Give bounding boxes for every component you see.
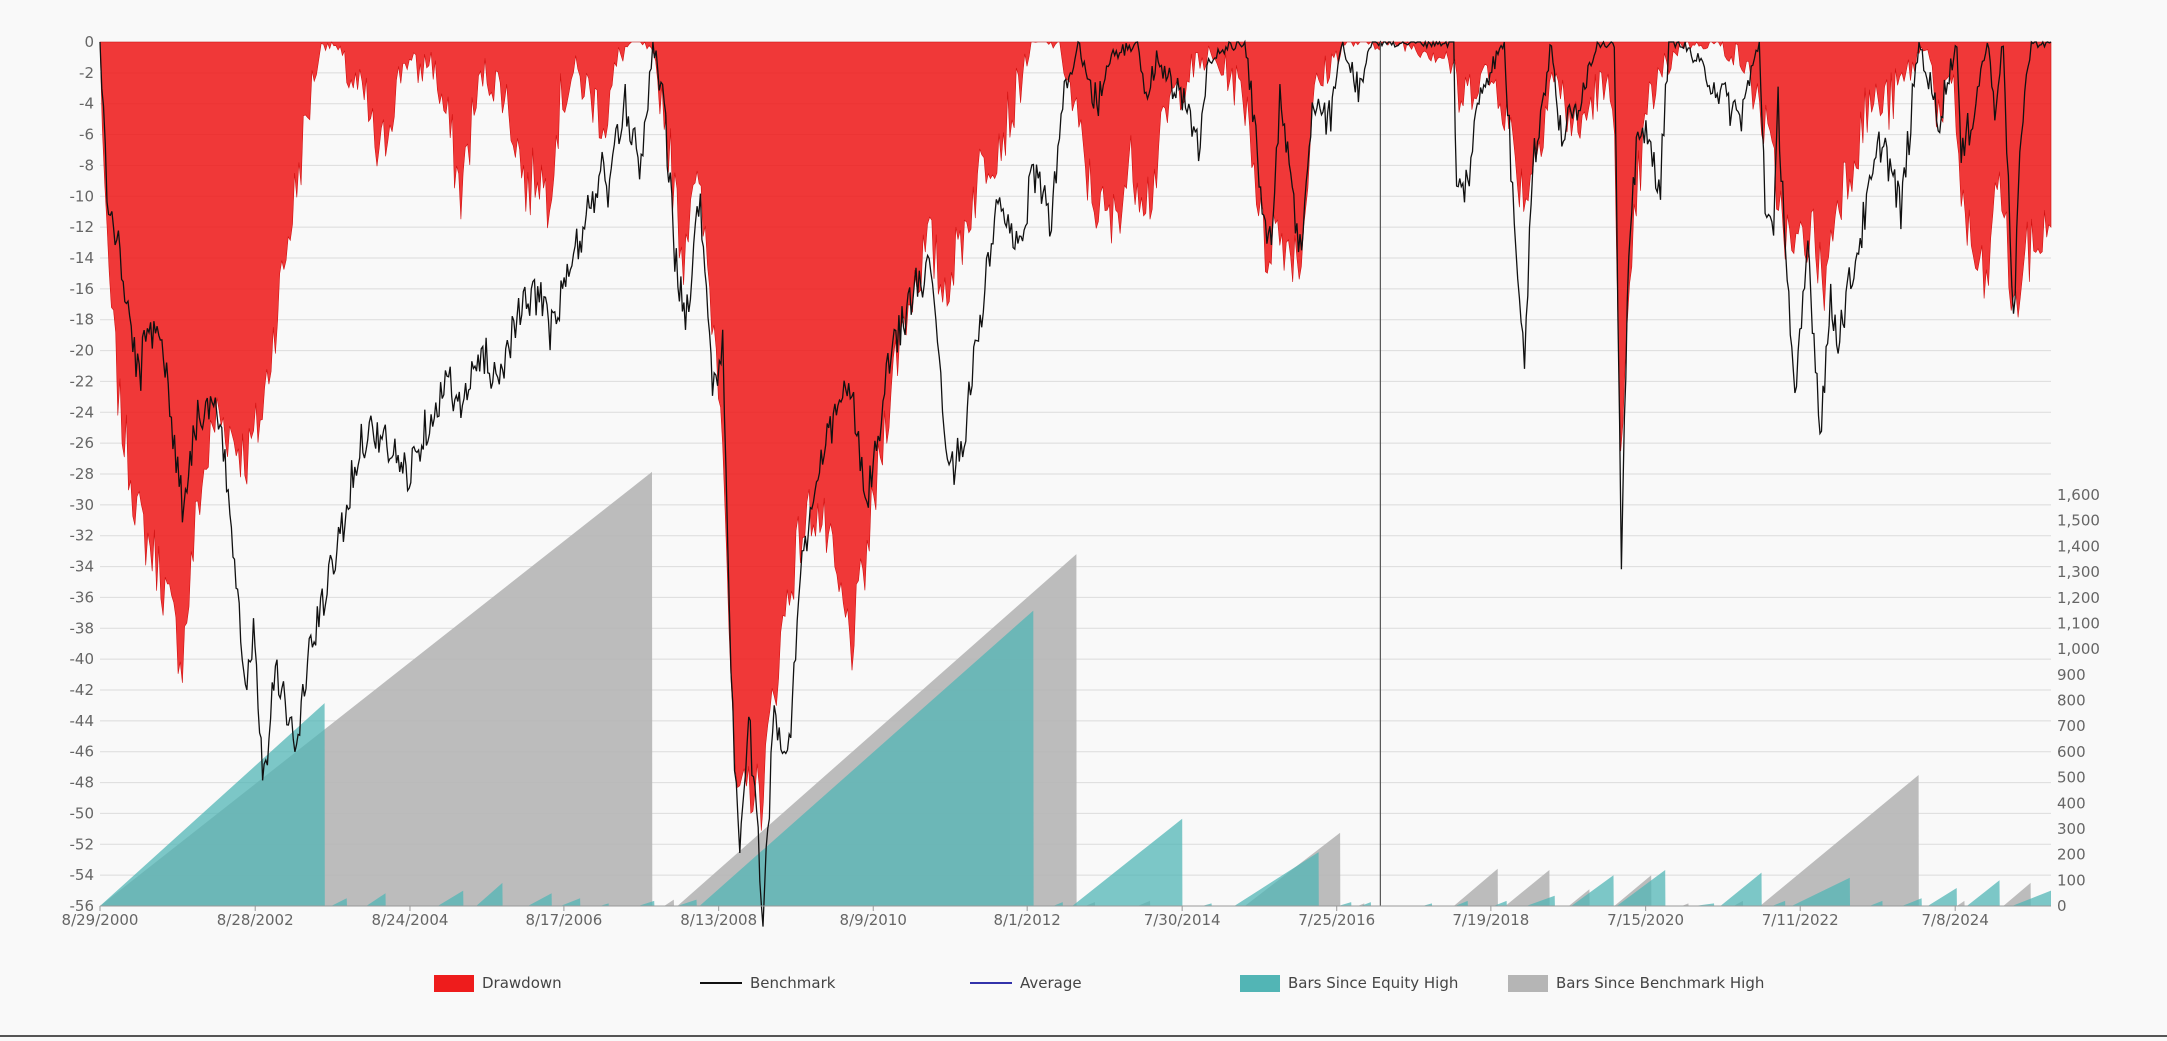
legend-label: Bars Since Equity High bbox=[1288, 974, 1459, 992]
right-tick-label: 800 bbox=[2057, 692, 2086, 710]
benchmark-line bbox=[99, 39, 2052, 927]
bars-since-equity-high-area bbox=[100, 610, 2051, 906]
right-axis: 0 100 200 300 400 500 600 700 800 900 1,000 1,100 1,… bbox=[2057, 486, 2100, 915]
left-tick-label: -8 bbox=[79, 156, 94, 174]
right-tick-label: 1,200 bbox=[2057, 589, 2100, 607]
left-tick-label: -2 bbox=[79, 64, 94, 82]
legend-swatch bbox=[970, 982, 1012, 984]
left-tick-label: -56 bbox=[70, 897, 95, 915]
x-tick-label: 8/28/2002 bbox=[217, 911, 294, 929]
right-tick-label: 600 bbox=[2057, 743, 2086, 761]
right-tick-label: 1,400 bbox=[2057, 537, 2100, 555]
right-tick-label: 1,600 bbox=[2057, 486, 2100, 504]
legend: Drawdown Benchmark Average Bars Since Equit… bbox=[0, 968, 2167, 998]
x-tick-label: 8/13/2008 bbox=[680, 911, 757, 929]
left-tick-label: -40 bbox=[70, 650, 95, 668]
x-tick-label: 7/15/2020 bbox=[1607, 911, 1684, 929]
left-tick-label: -52 bbox=[70, 835, 95, 853]
x-tick-label: 7/25/2016 bbox=[1298, 911, 1375, 929]
right-tick-label: 1,100 bbox=[2057, 614, 2100, 632]
left-tick-label: -32 bbox=[70, 527, 95, 545]
left-tick-label: -36 bbox=[70, 588, 95, 606]
left-tick-label: -26 bbox=[70, 434, 95, 452]
x-tick-label: 7/19/2018 bbox=[1452, 911, 1529, 929]
left-tick-label: -24 bbox=[70, 403, 95, 421]
right-tick-label: 0 bbox=[2057, 897, 2067, 915]
left-tick-label: -28 bbox=[70, 465, 95, 483]
bottom-border bbox=[0, 1035, 2167, 1037]
left-tick-label: -54 bbox=[70, 866, 95, 884]
legend-label: Average bbox=[1020, 974, 1082, 992]
left-tick-label: -4 bbox=[79, 95, 94, 113]
right-tick-label: 100 bbox=[2057, 871, 2086, 889]
legend-swatch bbox=[1508, 974, 1548, 992]
left-tick-label: -34 bbox=[70, 558, 95, 576]
x-tick-label: 8/24/2004 bbox=[372, 911, 449, 929]
right-tick-label: 500 bbox=[2057, 769, 2086, 787]
benchmark-series bbox=[99, 39, 2052, 927]
legend-label: Bars Since Benchmark High bbox=[1556, 974, 1765, 992]
left-axis: 0 -2 -4 -6 -8 -10 -12 -14 -16 -18 -20 -22 -24 -26 -28 -… bbox=[70, 33, 95, 915]
left-tick-label: -38 bbox=[70, 619, 95, 637]
drawdown-area bbox=[99, 41, 2052, 831]
x-tick-label: 8/9/2010 bbox=[840, 911, 907, 929]
left-tick-label: 0 bbox=[84, 33, 94, 51]
bars-since-benchmark-high-area bbox=[100, 471, 2031, 906]
left-tick-label: -22 bbox=[70, 372, 95, 390]
left-tick-label: -50 bbox=[70, 804, 95, 822]
right-axis-areas bbox=[100, 471, 2051, 906]
left-tick-label: -14 bbox=[70, 249, 95, 267]
x-tick-label: 8/1/2012 bbox=[993, 911, 1060, 929]
left-tick-label: -48 bbox=[70, 774, 95, 792]
x-tick-label: 8/17/2006 bbox=[525, 911, 602, 929]
x-tick-label: 7/8/2024 bbox=[1922, 911, 1989, 929]
legend-item-bars-since-equity-high[interactable]: Bars Since Equity High bbox=[1240, 968, 1458, 998]
legend-label: Drawdown bbox=[482, 974, 562, 992]
right-tick-label: 400 bbox=[2057, 794, 2086, 812]
left-tick-label: -12 bbox=[70, 218, 95, 236]
left-tick-label: -16 bbox=[70, 280, 95, 298]
legend-item-benchmark[interactable]: Benchmark bbox=[700, 968, 835, 998]
legend-label: Benchmark bbox=[750, 974, 836, 992]
left-tick-label: -42 bbox=[70, 681, 95, 699]
legend-item-drawdown[interactable]: Drawdown bbox=[434, 968, 562, 998]
x-tick-label: 7/11/2022 bbox=[1762, 911, 1839, 929]
legend-item-bars-since-benchmark-high[interactable]: Bars Since Benchmark High bbox=[1508, 968, 1764, 998]
legend-item-average[interactable]: Average bbox=[970, 968, 1082, 998]
right-tick-label: 200 bbox=[2057, 846, 2086, 864]
left-tick-label: -6 bbox=[79, 126, 94, 144]
left-tick-label: -18 bbox=[70, 311, 95, 329]
drawdown-series bbox=[99, 41, 2052, 831]
x-tick-label: 8/29/2000 bbox=[62, 911, 139, 929]
right-tick-label: 900 bbox=[2057, 666, 2086, 684]
left-tick-label: -44 bbox=[70, 712, 95, 730]
left-tick-label: -10 bbox=[70, 187, 95, 205]
x-axis: 8/29/2000 8/28/2002 8/24/2004 8/17/2006 8/13… bbox=[62, 905, 2051, 929]
left-tick-label: -30 bbox=[70, 496, 95, 514]
left-tick-label: -46 bbox=[70, 743, 95, 761]
legend-swatch bbox=[434, 974, 474, 992]
legend-swatch bbox=[1240, 974, 1280, 992]
right-tick-label: 700 bbox=[2057, 717, 2086, 735]
right-tick-label: 1,300 bbox=[2057, 563, 2100, 581]
right-tick-label: 300 bbox=[2057, 820, 2086, 838]
x-tick-label: 7/30/2014 bbox=[1144, 911, 1221, 929]
left-tick-label: -20 bbox=[70, 342, 95, 360]
right-tick-label: 1,500 bbox=[2057, 512, 2100, 530]
legend-swatch bbox=[700, 982, 742, 984]
right-tick-label: 1,000 bbox=[2057, 640, 2100, 658]
